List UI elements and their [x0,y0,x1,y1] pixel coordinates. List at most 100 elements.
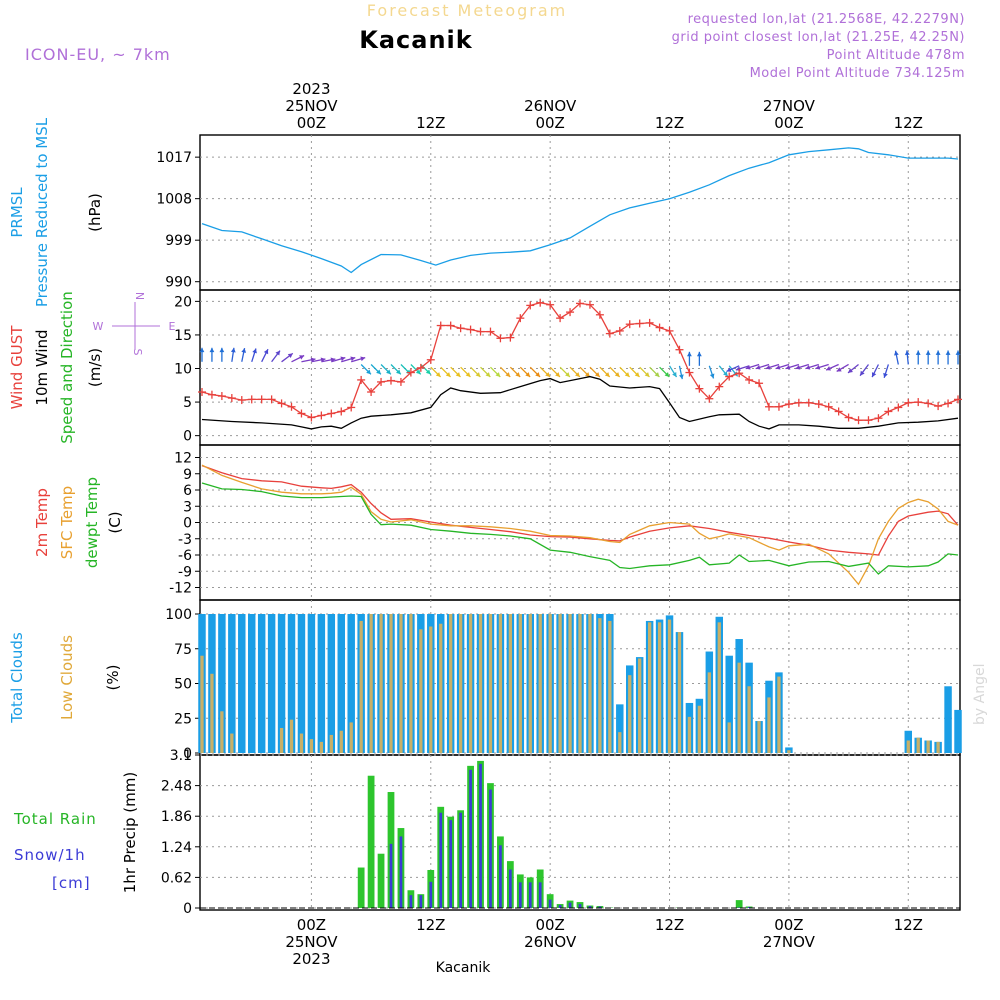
bar-low-clouds [449,614,453,753]
bar-total-rain [735,900,743,908]
bar-low-clouds [289,719,294,753]
bar-snow [598,906,602,908]
bar-snow [588,906,592,908]
bar-low-clouds [588,614,592,753]
wind-arrow-head [687,351,692,357]
bar-snow [538,882,542,908]
bar-total-rain [367,775,375,908]
wind-arrow-head [340,356,346,362]
bar-low-clouds [558,614,562,753]
y-axis-label: (m/s) [86,348,104,387]
panel-clouds: 0 25 50 75 100 Total Clouds Low Clouds (%) [8,599,962,762]
wind-arrow-head [241,348,247,353]
time-label-top: 00Z [774,114,803,132]
bar-snow [479,763,482,908]
wind-arrow-head [925,350,931,355]
bar-low-clouds [518,614,522,753]
bottom-station-name: Kacanik [436,960,492,976]
bar-low-clouds [429,626,433,753]
time-label-top: 26NOV [524,97,577,115]
y-tick-label: 20 [174,294,192,310]
wind-arrow-head [395,369,401,375]
y-axis-label: SFC Temp [58,486,76,559]
time-label-bottom: 00Z [297,916,326,934]
time-label-bottom: 00Z [535,916,564,934]
bar-low-clouds [677,632,682,753]
wind-arrow-head [904,350,910,356]
y-tick-label: 10 [174,362,192,378]
wind-arrow-head [263,349,269,355]
panel-precip: 0 0.62 1.24 1.86 2.48 3.1 1hr Precip (mm) Total… [13,748,961,917]
grid-coords: grid point closest lon,lat (21.25E, 42.2… [672,30,965,45]
wind-arrow-head [585,372,590,377]
bar-low-clouds [339,730,343,753]
bar-low-clouds [478,614,483,753]
bar-total-clouds [218,614,226,753]
bar-low-clouds [369,614,373,753]
bar-low-clouds [777,676,781,753]
wind-arrow-head [860,370,865,376]
bar-low-clouds [458,614,463,753]
time-label-bottom: 12Z [894,916,923,934]
wind-arrow-head [366,369,371,375]
y-tick-label: 25 [174,711,192,727]
bar-snow [568,902,572,908]
bar-snow [399,836,403,908]
time-label-top: 12Z [894,114,923,132]
bar-total-clouds [228,614,236,753]
time-label-bottom: 2023 [292,950,330,968]
bar-snow [419,895,423,908]
wind-arrow-head [945,350,951,355]
wind-arrow-head [745,365,751,370]
y-tick-label: 75 [174,642,192,658]
wind-arrow-head [871,372,877,378]
y-tick-label: 1008 [156,192,192,208]
bar-low-clouds [667,619,672,753]
y-tick-label: -3 [178,532,192,548]
y-tick-label: 3 [183,499,192,515]
bar-low-clouds [528,614,532,753]
wind-arrow-head [435,372,441,377]
y-axis-label: dewpt Temp [83,477,101,568]
y-tick-label: -9 [178,564,192,580]
y-tick-label: 1017 [156,150,192,166]
bar-low-clouds [657,622,662,753]
y-tick-label: 3.1 [170,748,192,764]
bar-snow [459,812,462,908]
time-label-bottom: 26NOV [524,933,577,951]
wind-arrow-head [475,372,481,377]
bar-low-clouds [498,614,503,753]
y-tick-label: 12 [174,451,192,467]
bar-snow [578,904,582,908]
wind-arrow-head [299,355,305,360]
wind-arrow-head [894,350,899,356]
time-label-top: 12Z [416,114,445,132]
wind-arrow-head [505,372,511,377]
bar-low-clouds [419,629,423,753]
panel-wind: 0 5 10 15 20 Wind GUST 10m Wind Speed and Direc… [8,289,963,446]
bar-low-clouds [389,614,393,753]
wind-arrow-head [515,372,521,377]
bar-low-clouds [379,614,383,753]
bar-low-clouds [309,739,314,753]
bar-total-clouds [277,614,286,753]
time-label-top: 00Z [535,114,564,132]
y-tick-label: 0 [183,429,192,445]
requested-coords: requested lon,lat (21.2568E, 42.2279N) [688,12,965,27]
compass-label: N [133,292,146,300]
wind-compass: N E W S [93,292,176,356]
bar-snow [509,869,512,908]
bar-total-clouds [317,614,326,753]
wind-arrow-head [386,369,391,375]
bar-low-clouds [628,675,632,753]
bar-low-clouds [468,614,473,753]
legend-entry: [cm] [52,874,91,892]
bar-total-clouds [307,614,316,753]
model-label: ICON-EU, ~ 7km [25,45,171,64]
wind-arrow-head [826,366,832,371]
panel-frame [199,754,961,911]
wind-arrow-head [848,368,853,373]
bar-low-clouds [488,614,493,753]
bar-low-clouds [279,727,284,753]
